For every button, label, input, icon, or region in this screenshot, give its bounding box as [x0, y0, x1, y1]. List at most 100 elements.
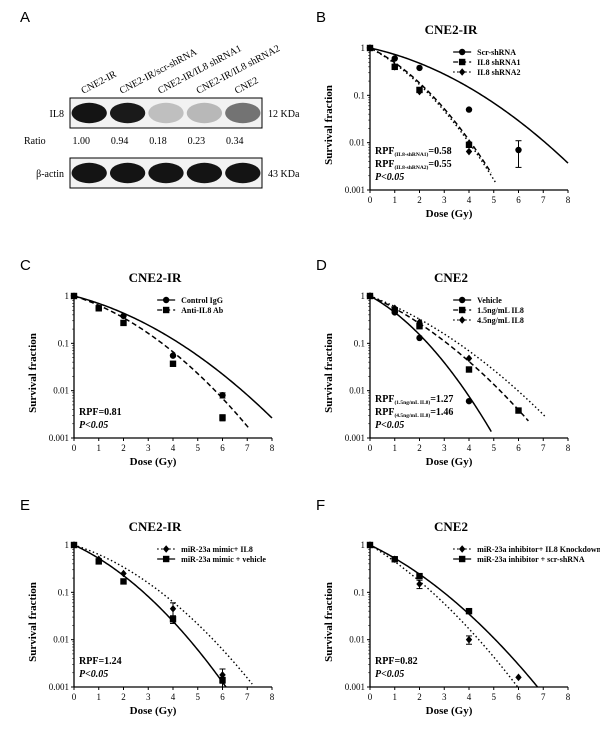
legend-marker: [162, 296, 170, 304]
legend-label: Scr-shRNA: [477, 48, 516, 57]
legend-label: miR-23a inhibitor+ IL8 Knockdown: [477, 545, 600, 554]
fit-curve-dotted: [370, 47, 497, 184]
data-point-square: [366, 541, 374, 549]
data-point-circle: [416, 334, 423, 342]
band-name: β-actin: [36, 169, 64, 180]
x-tick-label: 0: [72, 692, 77, 702]
legend-marker: [458, 58, 466, 66]
y-tick-label: 0.1: [354, 90, 365, 100]
x-tick-label: 4: [467, 195, 472, 205]
x-tick-label: 3: [146, 692, 151, 702]
panel-label-c: C: [20, 257, 31, 274]
x-tick-label: 6: [516, 443, 521, 453]
panel-label-f: F: [316, 497, 325, 514]
data-point-circle: [465, 397, 473, 405]
data-point-square: [391, 556, 398, 563]
x-tick-label: 2: [417, 692, 422, 702]
blot-band: [71, 102, 107, 124]
ratio-value: 1.00: [72, 136, 90, 147]
band-size: 43 KDa: [268, 169, 300, 180]
x-tick-label: 6: [220, 692, 225, 702]
y-axis-label: Survival fraction: [323, 582, 335, 662]
legend-marker: [458, 48, 466, 56]
legend-marker: [162, 545, 170, 553]
legend-label: miR-23a inhibitor + scr-shRNA: [477, 555, 585, 564]
x-tick-label: 6: [220, 443, 225, 453]
x-tick-label: 5: [492, 443, 497, 453]
panel-label-b: B: [316, 9, 326, 26]
data-point-circle: [391, 55, 398, 62]
data-point-diamond: [366, 292, 374, 300]
data-point-square: [95, 558, 102, 565]
panel-label-e: E: [20, 497, 30, 514]
data-point-square: [416, 323, 423, 330]
blot-band: [71, 162, 107, 184]
y-tick-label: 0.1: [58, 338, 69, 348]
x-tick-label: 1: [393, 443, 398, 453]
y-tick-label: 1: [65, 540, 70, 550]
x-tick-label: 7: [245, 443, 250, 453]
legend-marker: [162, 306, 170, 314]
chart-title: CNE2-IR: [129, 270, 182, 285]
x-tick-label: 0: [368, 443, 373, 453]
x-tick-label: 1: [97, 692, 102, 702]
rpf-annotation: P<0.05: [79, 669, 108, 680]
data-point-diamond: [391, 304, 398, 313]
y-tick-label: 1: [361, 540, 366, 550]
legend-marker: [162, 555, 170, 563]
data-point-square: [465, 366, 473, 373]
x-axis-label: Dose (Gy): [426, 456, 473, 468]
panel-label-a: A: [20, 9, 30, 26]
x-tick-label: 2: [121, 443, 126, 453]
rpf-annotation: P<0.05: [375, 669, 404, 680]
y-tick-label: 0.001: [345, 185, 365, 195]
y-axis-label: Survival fraction: [27, 333, 39, 413]
legend-label: IL8 shRNA2: [477, 68, 520, 77]
data-point-circle: [120, 312, 127, 320]
data-point-diamond: [416, 580, 423, 588]
data-point-square: [465, 141, 473, 149]
blot-band: [186, 162, 223, 184]
x-tick-label: 6: [516, 195, 521, 205]
data-point-diamond: [169, 604, 177, 613]
band-size: 12 KDa: [268, 109, 300, 120]
data-point-square: [465, 607, 473, 615]
fit-curve-solid: [370, 544, 539, 687]
x-tick-label: 7: [541, 443, 546, 453]
data-point-diamond: [465, 354, 473, 363]
data-point-diamond: [515, 673, 522, 682]
legend-marker: [458, 296, 466, 304]
y-tick-label: 0.1: [354, 338, 365, 348]
data-point-square: [70, 541, 78, 549]
legend-label: IL8 shRNA1: [477, 58, 520, 67]
fit-curve-solid: [370, 47, 569, 164]
x-tick-label: 1: [393, 195, 398, 205]
legend-label: 1.5ng/mL IL8: [477, 306, 524, 315]
chart-title: CNE2-IR: [129, 519, 182, 534]
data-point-square: [219, 414, 226, 421]
y-axis-label: Survival fraction: [323, 333, 335, 413]
x-tick-label: 2: [417, 195, 422, 205]
survival-charts: CNE2-IR 0 1 2 3 4 5 6 7 8 0.001 0.01 0.1 1 Dose (Gy) Su…: [27, 22, 600, 717]
ratio-value: 0.23: [188, 136, 206, 147]
x-tick-label: 4: [171, 443, 176, 453]
blot-band: [148, 162, 184, 184]
x-tick-label: 3: [146, 443, 151, 453]
chart-title: CNE2: [434, 519, 468, 534]
rpf-annotation: P<0.05: [375, 172, 404, 183]
band-name: IL8: [50, 109, 64, 120]
rpf-annotation: RPF(IL8-shRNA1)=0.58: [375, 146, 452, 158]
data-point-square: [95, 305, 102, 312]
lane-label: CNE2: [233, 75, 260, 96]
x-tick-label: 4: [171, 692, 176, 702]
rpf-annotation: RPF=0.81: [79, 407, 122, 418]
x-axis-label: Dose (Gy): [130, 705, 177, 717]
y-tick-label: 0.01: [53, 386, 69, 396]
chart-f: CNE2 0 1 2 3 4 5 6 7 8 0.001 0.01 0.1 1 Dose (Gy) Survi…: [323, 519, 600, 717]
x-tick-label: 4: [467, 443, 472, 453]
x-tick-label: 8: [270, 443, 275, 453]
x-tick-label: 6: [516, 692, 521, 702]
legend-label: 4.5ng/mL IL8: [477, 316, 524, 325]
x-axis-label: Dose (Gy): [426, 208, 473, 220]
